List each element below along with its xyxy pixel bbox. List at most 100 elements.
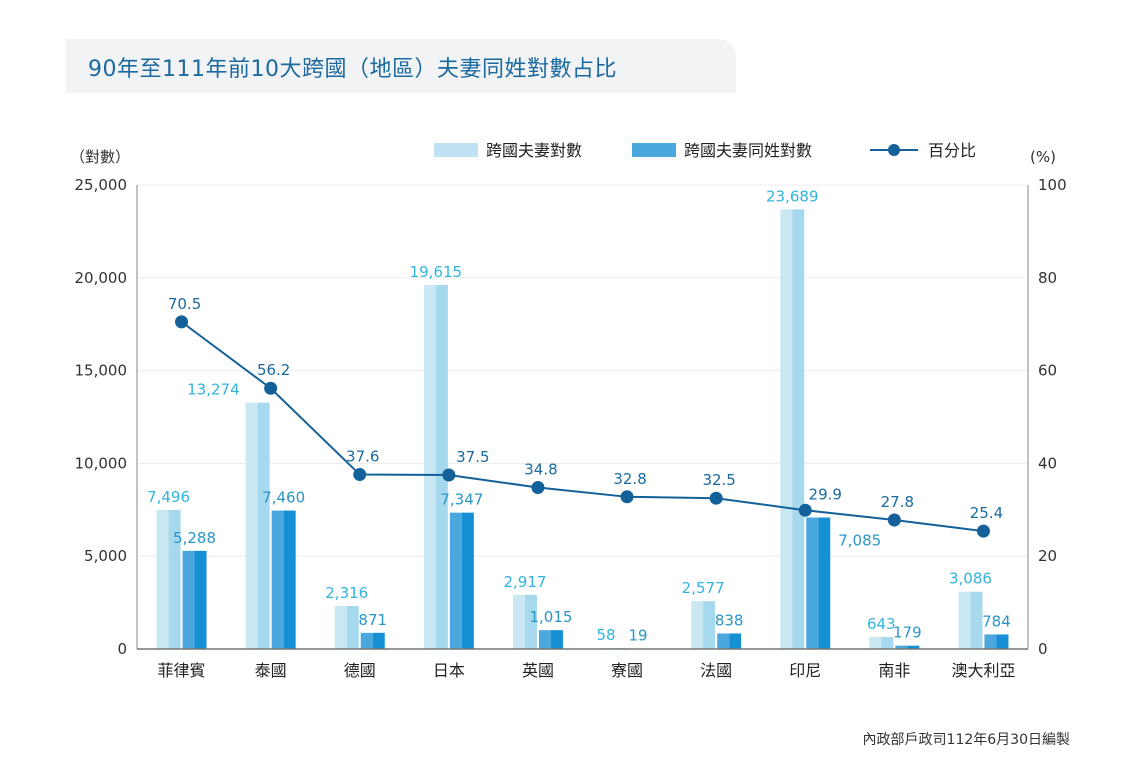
bar-same-surname-shade	[818, 517, 831, 649]
bar-label-same-surname: 871	[358, 611, 387, 629]
bar-cross-national-shade	[524, 594, 537, 649]
legend-swatch-same-surname	[632, 143, 676, 157]
bar-same-surname-shade	[283, 510, 296, 649]
y-right-tick-label: 60	[1038, 362, 1057, 380]
bar-cross-national-shade	[257, 402, 270, 649]
bar-cross-national	[512, 594, 525, 649]
bar-same-surname-shade	[461, 512, 474, 649]
percent-point	[620, 490, 634, 504]
bar-cross-national-shade	[435, 284, 448, 649]
percent-point	[976, 524, 990, 538]
chart-title: 90年至111年前10大跨國（地區）夫妻同姓對數占比	[88, 57, 617, 82]
x-category-label: 日本	[433, 661, 465, 680]
y-right-tick-label: 40	[1038, 454, 1057, 472]
y-right-tick-label: 100	[1038, 176, 1067, 194]
bar-same-surname-shade	[550, 630, 563, 649]
y-left-tick-label: 25,000	[75, 176, 128, 194]
bar-same-surname-shade	[907, 645, 920, 649]
percent-label: 56.2	[257, 361, 290, 379]
bar-same-surname	[182, 550, 195, 649]
bar-cross-national	[691, 601, 704, 649]
bars	[156, 209, 1009, 649]
percent-point	[175, 315, 189, 329]
bar-same-surname	[806, 517, 819, 649]
percent-label: 34.8	[524, 461, 557, 479]
bar-label-cross-national: 3,086	[949, 570, 992, 588]
bar-same-surname	[360, 632, 373, 649]
y-right-tick-label: 0	[1038, 640, 1048, 658]
bar-label-same-surname: 7,347	[440, 491, 483, 509]
bar-cross-national-shade	[970, 591, 983, 649]
percent-label: 32.8	[613, 470, 646, 488]
bar-same-surname	[449, 512, 462, 649]
x-category-label: 菲律賓	[158, 661, 206, 680]
y-left-tick-label: 20,000	[75, 269, 128, 287]
percent-label: 29.9	[809, 485, 842, 503]
bar-label-cross-national: 2,316	[325, 584, 368, 602]
percent-line	[175, 315, 990, 538]
percent-point	[531, 481, 545, 495]
data-labels: 7,496 5,288 13,274 7,460 2,316 871 19,615 7,347…	[147, 187, 1011, 644]
bar-label-same-surname: 7,460	[262, 489, 305, 507]
bar-cross-national	[869, 637, 882, 649]
percent-label: 27.8	[881, 493, 914, 511]
y-left-tick-label: 0	[117, 640, 127, 658]
x-category-label: 澳大利亞	[951, 661, 1015, 680]
y-right-axis-title: (%)	[1030, 148, 1056, 166]
source-note: 內政部戶政司112年6月30日編製	[862, 732, 1070, 748]
percent-label: 37.5	[456, 448, 489, 466]
percent-point	[264, 381, 278, 395]
percent-label: 70.5	[168, 295, 201, 313]
bar-cross-national	[780, 209, 793, 649]
y-left-tick-label: 5,000	[84, 547, 127, 565]
title-banner: 90年至111年前10大跨國（地區）夫妻同姓對數占比	[66, 39, 736, 93]
legend: 跨國夫妻對數 跨國夫妻同姓對數 百分比	[434, 141, 976, 160]
bar-label-cross-national: 23,689	[766, 187, 819, 205]
bar-label-same-surname: 1,015	[529, 608, 572, 626]
x-category-label: 德國	[344, 661, 376, 680]
percent-point	[887, 513, 901, 527]
bar-same-surname-shade	[194, 550, 207, 649]
bar-same-surname	[984, 634, 997, 649]
bar-cross-national-shade	[346, 606, 359, 649]
percent-label: 37.6	[346, 448, 379, 466]
y-left-axis-title: （對數）	[70, 148, 130, 166]
y-left-tick-label: 10,000	[75, 454, 128, 472]
bar-cross-national	[958, 591, 971, 649]
percent-line-path	[180, 321, 984, 533]
bar-label-cross-national: 643	[867, 615, 896, 633]
x-category-label: 寮國	[611, 661, 643, 680]
bar-cross-national	[245, 402, 258, 649]
bar-label-same-surname: 5,288	[173, 529, 216, 547]
percent-point	[709, 491, 723, 505]
bar-same-surname	[271, 510, 284, 649]
y-right-tick-label: 80	[1038, 269, 1057, 287]
y-left-tick-label: 15,000	[75, 362, 128, 380]
bar-label-cross-national: 2,917	[503, 573, 546, 591]
bar-label-cross-national: 7,496	[147, 488, 190, 506]
bar-label-cross-national: 19,615	[410, 263, 463, 281]
bar-same-surname-shade	[996, 634, 1009, 649]
x-category-label: 法國	[700, 661, 732, 680]
bar-same-surname	[717, 633, 730, 649]
legend-label-same-surname: 跨國夫妻同姓對數	[684, 141, 812, 160]
bar-cross-national-shade	[881, 637, 894, 649]
legend-label-cross-national: 跨國夫妻對數	[486, 141, 582, 160]
x-category-label: 泰國	[255, 661, 287, 680]
percent-point	[353, 468, 367, 482]
y-right-tick-label: 20	[1038, 547, 1057, 565]
percent-label: 32.5	[702, 471, 735, 489]
bar-label-cross-national: 2,577	[682, 579, 725, 597]
bar-cross-national	[334, 606, 347, 649]
bar-cross-national-shade	[703, 601, 716, 649]
legend-marker-percent	[888, 144, 900, 156]
percent-point	[798, 503, 812, 517]
bar-label-same-surname: 7,085	[838, 532, 881, 550]
x-category-label: 英國	[522, 661, 554, 680]
bar-cross-national-shade	[792, 209, 805, 649]
bar-label-same-surname: 784	[982, 612, 1011, 630]
bar-same-surname-shade	[729, 633, 742, 649]
axes: 0 5,000 10,000 15,000 20,000 25,000 0 20 40 60 80 1…	[70, 148, 1067, 680]
bar-cross-national-shade	[168, 509, 181, 649]
